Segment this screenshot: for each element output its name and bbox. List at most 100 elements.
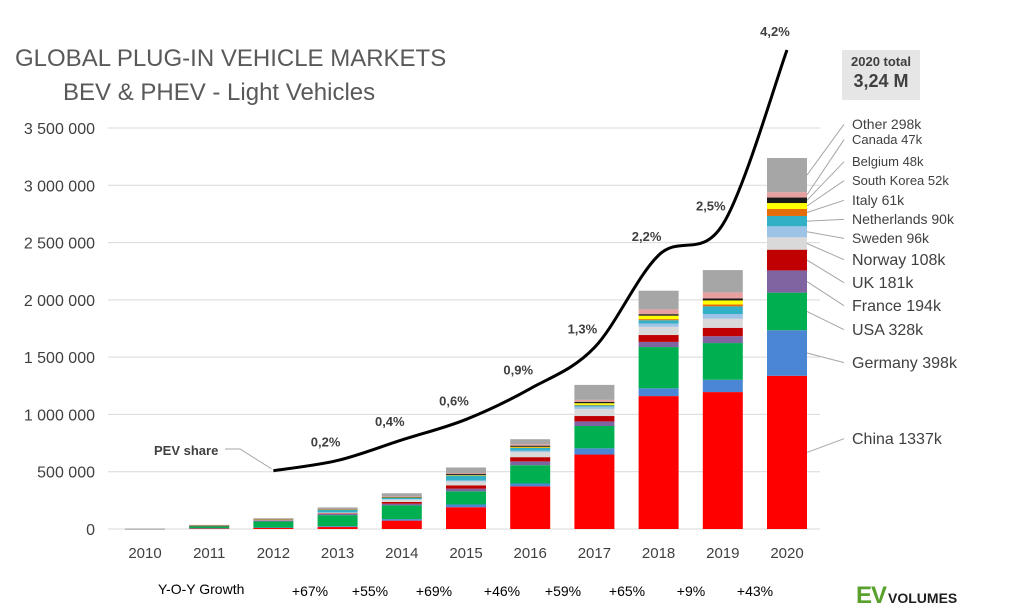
legend-leader (806, 438, 845, 453)
legend-leader (806, 161, 845, 201)
bar-segment-uk-2019 (702, 327, 743, 337)
pev-share-data-label: 4,2% (760, 24, 790, 39)
legend-label-uk: UK 181k (852, 275, 914, 292)
bar-segment-germany-2014 (381, 519, 422, 521)
x-tick-label: 2015 (449, 545, 482, 562)
bar-segment-germany-2017 (574, 448, 615, 455)
bar-segment-china-2016 (510, 486, 551, 529)
bar-segment-uk-2014 (381, 501, 422, 504)
bar-segment-uk-2018 (638, 335, 679, 342)
bar-segment-uk-2020 (767, 249, 807, 271)
legend-label-germany: Germany 398k (852, 355, 958, 372)
bar-segment-china-2014 (381, 520, 422, 529)
bar-segment-other-2016 (510, 439, 551, 445)
bar-segment-france-2015 (446, 488, 486, 492)
pev-share-data-label: 0,6% (439, 393, 469, 408)
bar-segment-france-2020 (767, 270, 807, 293)
bars (125, 158, 807, 530)
bar-segment-germany-2020 (767, 330, 807, 376)
legend-leader (806, 180, 845, 207)
bar-segment-uk-2015 (446, 485, 486, 489)
legend-label-norway: Norway 108k (852, 252, 946, 269)
bar-segment-sweden-2015 (446, 480, 486, 482)
legend-label-usa: USA 328k (852, 322, 924, 339)
yoy-growth-value: +55% (352, 583, 388, 599)
bar-segment-other-2012 (253, 518, 294, 520)
legend-label-sweden: Sweden 96k (852, 230, 930, 246)
bar-segment-germany-2016 (510, 483, 551, 487)
pev-share-label: PEV share (154, 443, 218, 458)
bar-segment-sweden-2019 (702, 314, 743, 319)
bar-segment-canada-2015 (446, 472, 486, 474)
bar-segment-other-2018 (638, 290, 679, 310)
bar-segment-sweden-2020 (767, 226, 807, 238)
pev-share-data-label: 2,2% (632, 229, 662, 244)
bar-segment-usa-2020 (767, 292, 807, 331)
bar-segment-netherlands-2015 (446, 475, 486, 481)
ev-volumes-logo: EV VOLUMES (856, 582, 957, 610)
bar-segment-sweden-2018 (638, 323, 679, 327)
legend-label-china: China 1337k (852, 431, 943, 448)
yoy-growth-value: +9% (677, 583, 705, 599)
bar-segment-china-2012 (253, 527, 294, 529)
yoy-growth-row: Y-O-Y Growth +67% +55% +69% +46% +59% +65% +9%… (158, 581, 773, 599)
bar-segment-china-2017 (574, 454, 615, 529)
legend-leader (806, 124, 845, 176)
y-tick-label: 500 000 (37, 465, 95, 482)
bar-segment-canada-2016 (510, 444, 551, 446)
x-tick-label: 2013 (321, 545, 354, 562)
bar-segment-norway-2019 (702, 318, 743, 328)
legend-leader (806, 281, 845, 307)
bar-segment-other-2017 (574, 384, 615, 400)
x-tick-label: 2018 (642, 545, 675, 562)
bar-segment-south-korea-2019 (702, 300, 743, 305)
legend-label-canada: Canada 47k (852, 132, 923, 147)
pev-share-line (273, 49, 789, 473)
legend-leader (806, 139, 845, 196)
bar-segment-belgium-2020 (767, 197, 807, 204)
bar-segment-china-2011 (189, 528, 230, 529)
bar-segment-usa-2011 (189, 526, 230, 529)
bar-segment-canada-2017 (574, 399, 615, 402)
bar-segment-france-2019 (702, 336, 743, 344)
bar-segment-germany-2018 (638, 388, 679, 397)
bar-segment-netherlands-2014 (381, 497, 422, 500)
bar-segment-south-korea-2018 (638, 315, 679, 320)
bar-segment-usa-2014 (381, 505, 422, 520)
bar-segment-belgium-2017 (574, 401, 615, 404)
yoy-growth-value: +43% (737, 583, 773, 599)
bar-segment-netherlands-2019 (702, 306, 743, 315)
bar-segment-netherlands-2018 (638, 320, 679, 324)
bar-segment-germany-2015 (446, 504, 486, 508)
y-tick-label: 1 500 000 (24, 350, 95, 367)
bar-segment-norway-2014 (381, 499, 422, 502)
bar-segment-other-2020 (767, 158, 807, 193)
bar-segment-usa-2018 (638, 347, 679, 389)
yoy-growth-value: +65% (609, 583, 645, 599)
bar-segment-canada-2020 (767, 192, 807, 198)
bar-segment-belgium-2018 (638, 314, 679, 316)
bar-segment-belgium-2015 (446, 473, 486, 475)
legend-label-italy: Italy 61k (852, 192, 905, 208)
bar-segment-france-2016 (510, 461, 551, 466)
chart-subtitle: BEV & PHEV - Light Vehicles (63, 79, 375, 106)
x-tick-label: 2019 (706, 545, 739, 562)
bar-segment-uk-2016 (510, 457, 551, 462)
bar-segment-norway-2013 (317, 512, 358, 514)
bar-segment-south-korea-2016 (510, 446, 551, 448)
bar-segment-italy-2020 (767, 209, 807, 216)
x-tick-label: 2014 (385, 545, 418, 562)
pev-share-data-label: 0,4% (375, 414, 405, 429)
chart-title: GLOBAL PLUG-IN VEHICLE MARKETS (15, 45, 446, 72)
bar-segment-usa-2017 (574, 426, 615, 449)
bar-segment-china-2013 (317, 527, 358, 529)
x-tick-label: 2011 (193, 545, 225, 562)
bar-segment-canada-2018 (638, 309, 679, 315)
bar-segment-italy-2019 (702, 304, 743, 307)
bar-segment-norway-2018 (638, 326, 679, 336)
y-tick-label: 2 000 000 (24, 293, 95, 310)
bar-segment-netherlands-2017 (574, 405, 615, 407)
total-caption: 2020 total (851, 54, 911, 69)
bar-segment-other-2013 (317, 507, 358, 510)
